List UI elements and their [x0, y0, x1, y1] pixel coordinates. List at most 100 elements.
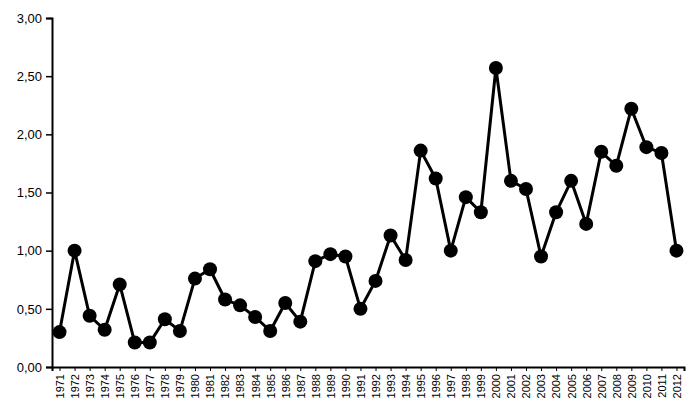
x-tick-mark — [105, 367, 106, 371]
x-tick-label: 2001 — [505, 374, 517, 398]
x-tick-mark — [571, 367, 572, 371]
marker — [158, 312, 172, 326]
marker — [278, 296, 292, 310]
marker — [308, 254, 322, 268]
y-tick-label: 0,00 — [17, 360, 42, 375]
series — [53, 61, 684, 350]
marker — [624, 102, 638, 116]
y-tick-label: 2,00 — [17, 127, 42, 142]
x-tick: 1992 — [370, 367, 382, 398]
x-tick: 2007 — [596, 367, 608, 398]
marker — [369, 274, 383, 288]
x-tick-label: 1982 — [219, 374, 231, 398]
x-tick-mark — [300, 367, 301, 371]
x-tick: 1986 — [280, 367, 292, 398]
marker — [233, 298, 247, 312]
chart: 0,00 0,50 1,00 1,50 2,00 2,50 3,00 197119721973… — [0, 0, 700, 419]
x-tick: 2006 — [581, 367, 593, 398]
x-tick-label: 1972 — [69, 374, 81, 398]
x-tick-label: 2005 — [565, 374, 577, 398]
x-tick: 1989 — [325, 367, 337, 398]
x-tick-mark — [60, 367, 61, 371]
y-tick: 1,50 — [17, 185, 52, 200]
x-tick: 1991 — [355, 367, 367, 398]
y-axis-line — [46, 19, 53, 368]
x-tick: 1973 — [84, 367, 96, 398]
x-tick: 2004 — [550, 367, 562, 398]
x-tick-label: 1987 — [295, 374, 307, 398]
marker — [549, 205, 563, 219]
marker — [323, 247, 337, 261]
x-tick-mark — [345, 367, 346, 371]
x-tick: 1993 — [385, 367, 397, 398]
marker — [173, 324, 187, 338]
x-tick-label: 2009 — [626, 374, 638, 398]
y-tick-mark — [46, 309, 52, 311]
plot: 0,00 0,50 1,00 1,50 2,00 2,50 3,00 197119721973… — [17, 11, 685, 399]
x-tick-mark — [466, 367, 467, 371]
x-tick-label: 2000 — [490, 374, 502, 398]
y-tick: 2,50 — [17, 69, 52, 84]
x-tick-mark — [511, 367, 512, 371]
x-tick-mark — [451, 367, 452, 371]
x-tick-mark — [631, 367, 632, 371]
x-tick: 1988 — [310, 367, 322, 398]
x-tick-mark — [481, 367, 482, 371]
y-tick: 0,00 — [17, 360, 52, 375]
y-tick: 0,50 — [17, 301, 52, 316]
marker — [459, 190, 473, 204]
y-tick-label: 1,00 — [17, 243, 42, 258]
x-tick-label: 1975 — [114, 374, 126, 398]
x-tick: 1977 — [144, 367, 156, 398]
x-axis-line — [53, 368, 685, 372]
x-tick-mark — [586, 367, 587, 371]
x-tick: 2005 — [565, 367, 577, 398]
x-tick: 2003 — [535, 367, 547, 398]
x-tick-label: 1980 — [189, 374, 201, 398]
x-tick-label: 1986 — [280, 374, 292, 398]
x-tick: 1972 — [69, 367, 81, 398]
y-tick-mark — [46, 250, 52, 252]
x-tick-mark — [556, 367, 557, 371]
x-tick-mark — [406, 367, 407, 371]
x-tick: 1985 — [265, 367, 277, 398]
marker — [83, 309, 97, 323]
x-tick: 1995 — [415, 367, 427, 398]
marker — [113, 277, 127, 291]
x-tick-label: 2011 — [656, 374, 668, 398]
y-tick-mark — [46, 18, 52, 20]
x-tick: 1979 — [174, 367, 186, 398]
x-tick-label: 1977 — [144, 374, 156, 398]
x-tick: 1980 — [189, 367, 201, 398]
marker — [444, 244, 458, 258]
y-tick: 1,00 — [17, 243, 52, 258]
y-tick-mark — [46, 76, 52, 78]
x-tick: 1982 — [219, 367, 231, 398]
x-tick-mark — [210, 367, 211, 371]
x-tick-mark — [496, 367, 497, 371]
x-tick: 1974 — [99, 367, 111, 398]
x-tick-mark — [195, 367, 196, 371]
x-tick: 1984 — [249, 367, 261, 398]
marker — [534, 249, 548, 263]
x-tick-label: 2002 — [520, 374, 532, 398]
marker — [609, 159, 623, 173]
y-tick-label: 0,50 — [17, 301, 42, 316]
x-tick-label: 2003 — [535, 374, 547, 398]
marker — [414, 144, 428, 158]
x-tick-mark — [676, 367, 677, 371]
x-tick-label: 1994 — [400, 374, 412, 398]
y-tick-label: 3,00 — [17, 11, 42, 26]
x-tick-mark — [661, 367, 662, 371]
marker — [203, 262, 217, 276]
x-tick: 1994 — [400, 367, 412, 398]
x-tick-label: 1993 — [385, 374, 397, 398]
x-tick-label: 2004 — [550, 374, 562, 398]
x-tick-mark — [315, 367, 316, 371]
x-tick-label: 1995 — [415, 374, 427, 398]
marker — [293, 315, 307, 329]
x-tick-mark — [526, 367, 527, 371]
x-tick-label: 1978 — [159, 374, 171, 398]
x-tick: 1971 — [54, 367, 66, 398]
x-tick: 2009 — [626, 367, 638, 398]
